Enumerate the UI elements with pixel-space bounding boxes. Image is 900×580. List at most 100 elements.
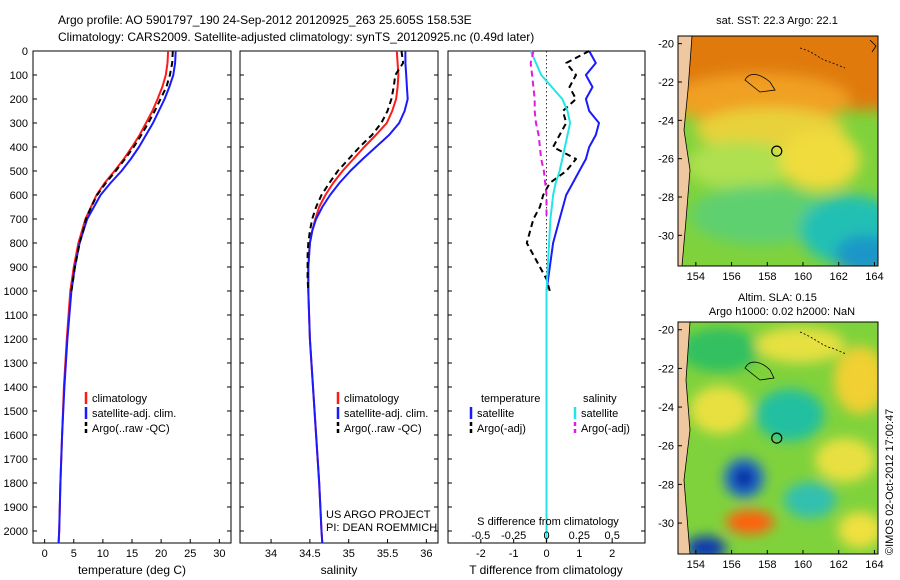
map-y-tick-label: -20	[658, 325, 674, 337]
legend-s-argo: Argo(-adj)	[581, 423, 630, 435]
figure-title-line1: Argo profile: AO 5901797_190 24-Sep-2012…	[58, 13, 472, 27]
series-line-argo	[525, 50, 590, 292]
legend-climatology: climatology	[92, 393, 148, 405]
salinity-xlabel: salinity	[321, 563, 358, 577]
x-tick-label: 1	[576, 548, 582, 560]
depth-tick-label: 0	[22, 46, 28, 58]
x-tick-label: 0	[42, 548, 48, 560]
sla-field	[678, 322, 878, 554]
series-line-satellite	[57, 50, 177, 544]
depth-axis: 0 100 200 300 400 500 600 700 800 900 1000 1100 1200…	[4, 46, 28, 538]
depth-tick-label: 1900	[4, 502, 28, 514]
map-y-tick-label: -26	[658, 154, 674, 166]
legend-header-salinity: salinity	[583, 393, 617, 405]
depth-tick-label: 2000	[4, 526, 28, 538]
map-y-tick-label: -20	[658, 39, 674, 51]
sla-map-title-line2: Argo h1000: 0.02 h2000: NaN	[709, 306, 855, 318]
x-tick-label: 25	[184, 548, 196, 560]
sst-field	[678, 36, 878, 266]
sla-map: Altim. SLA: 0.15 Argo h1000: 0.02 h2000:…	[658, 292, 884, 571]
x-tick-label: -1	[509, 548, 519, 560]
map-x-tick-label: 160	[794, 271, 812, 283]
series-line-argo	[70, 50, 174, 292]
sst-profile-marker	[771, 145, 783, 157]
series-line-argo	[306, 50, 405, 292]
temperature-panel: 0 5 10 15 20 25 30 temperature (deg C) climato…	[32, 50, 232, 577]
depth-tick-label: 1600	[4, 430, 28, 442]
s-tick-label: -0.25	[501, 530, 526, 542]
map-x-tick-label: 158	[758, 559, 776, 571]
s-difference-label: S difference from climatology	[477, 516, 619, 528]
x-tick-label: 35.5	[377, 548, 398, 560]
x-tick-label: 35	[343, 548, 355, 560]
map-x-tick-label: 154	[687, 271, 705, 283]
map-x-tick-label: 160	[794, 559, 812, 571]
figure-title-line2: Climatology: CARS2009. Satellite-adjuste…	[58, 30, 534, 44]
x-tick-label: 34	[265, 548, 277, 560]
depth-tick-label: 700	[10, 214, 28, 226]
depth-tick-label: 500	[10, 166, 28, 178]
sla-map-title-line1: Altim. SLA: 0.15	[738, 292, 817, 304]
map-y-tick-label: -22	[658, 363, 674, 375]
legend-climatology: climatology	[344, 393, 400, 405]
t-difference-xlabel: T difference from climatology	[469, 563, 623, 577]
map-y-tick-label: -22	[658, 77, 674, 89]
s-tick-label: -0.5	[471, 530, 490, 542]
map-x-tick-label: 164	[865, 271, 883, 283]
depth-tick-label: 1300	[4, 358, 28, 370]
x-tick-label: 5	[71, 548, 77, 560]
depth-tick-label: 900	[10, 262, 28, 274]
x-tick-label: 2	[609, 548, 615, 560]
map-y-tick-label: -30	[658, 518, 674, 530]
depth-tick-label: 400	[10, 142, 28, 154]
x-tick-label: -2	[476, 548, 486, 560]
project-label: US ARGO PROJECT	[326, 509, 431, 521]
legend-header-temperature: temperature	[481, 393, 540, 405]
depth-tick-label: 600	[10, 190, 28, 202]
map-y-tick-label: -24	[658, 402, 674, 414]
x-tick-label: 15	[126, 548, 138, 560]
x-tick-label: 0	[543, 548, 549, 560]
legend-s-satellite: satellite	[581, 408, 618, 420]
depth-tick-label: 200	[10, 94, 28, 106]
pi-label: PI: DEAN ROEMMICH	[326, 522, 437, 534]
legend-argo: Argo(..raw -QC)	[344, 423, 422, 435]
temperature-xlabel: temperature (deg C)	[78, 563, 186, 577]
depth-tick-label: 800	[10, 238, 28, 250]
series-line-s_satellite	[529, 50, 572, 543]
x-tick-label: 20	[155, 548, 167, 560]
depth-tick-label: 1500	[4, 406, 28, 418]
depth-tick-label: 1700	[4, 454, 28, 466]
map-x-tick-label: 156	[722, 559, 740, 571]
salinity-legend: climatology satellite-adj. clim. Argo(..…	[336, 392, 428, 435]
depth-tick-label: 300	[10, 118, 28, 130]
depth-tick-label: 1000	[4, 286, 28, 298]
imos-watermark: ©IMOS 02-Oct-2012 17:00:47	[884, 409, 896, 555]
sst-map-title: sat. SST: 22.3 Argo: 22.1	[716, 15, 838, 27]
s-tick-label: 0.25	[569, 530, 590, 542]
legend-satellite: satellite-adj. clim.	[344, 408, 428, 420]
sst-map: sat. SST: 22.3 Argo: 22.1	[658, 15, 884, 283]
map-y-tick-label: -30	[658, 230, 674, 242]
map-x-tick-label: 164	[865, 559, 883, 571]
legend-satellite: satellite-adj. clim.	[92, 408, 176, 420]
x-tick-label: 10	[97, 548, 109, 560]
series-line-satellite	[307, 51, 409, 544]
legend-t-argo: Argo(-adj)	[477, 423, 526, 435]
temperature-legend: climatology satellite-adj. clim. Argo(..…	[84, 392, 176, 435]
x-tick-label: 30	[213, 548, 225, 560]
difference-legend: temperature salinity satellite Argo(-adj…	[469, 393, 630, 435]
depth-tick-label: 1100	[4, 310, 28, 322]
x-tick-label: 36	[420, 548, 432, 560]
map-y-tick-label: -24	[658, 115, 674, 127]
map-x-tick-label: 156	[722, 271, 740, 283]
map-x-tick-label: 162	[830, 559, 848, 571]
series-line-s_argo	[529, 50, 548, 219]
legend-t-satellite: satellite	[477, 408, 514, 420]
map-y-tick-label: -28	[658, 192, 674, 204]
x-tick-label: 34.5	[299, 548, 320, 560]
map-x-tick-label: 158	[758, 271, 776, 283]
s-tick-label: 0	[543, 530, 549, 542]
map-x-tick-label: 154	[687, 559, 705, 571]
